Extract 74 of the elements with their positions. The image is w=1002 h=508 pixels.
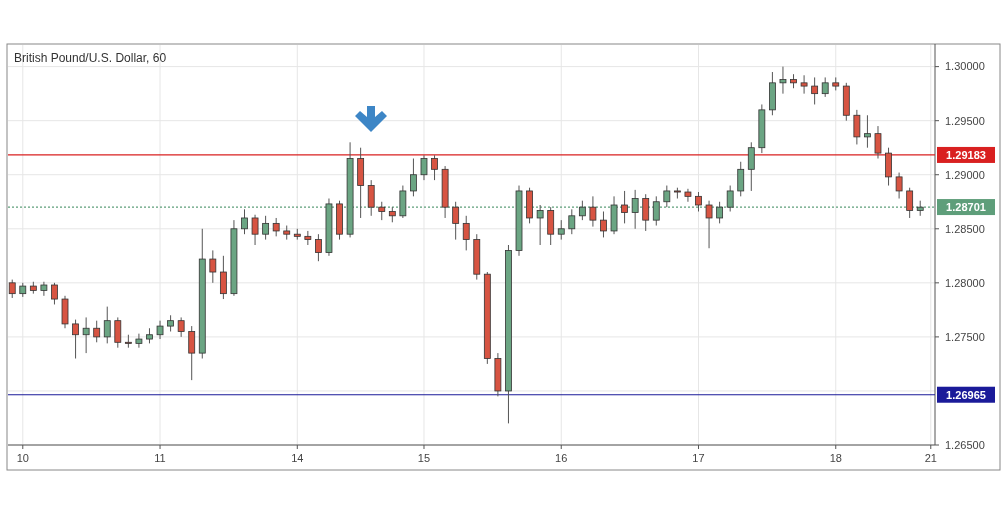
candlestick <box>156 320 164 340</box>
candlestick <box>272 217 280 237</box>
x-tick-label: 18 <box>829 452 842 464</box>
candlestick <box>811 76 819 105</box>
candlestick <box>568 208 576 235</box>
candlestick <box>705 200 713 249</box>
candlestick <box>82 316 90 354</box>
candlestick <box>135 333 143 349</box>
candlestick <box>779 66 787 95</box>
candlestick <box>8 279 16 299</box>
y-tick-label: 1.28500 <box>945 222 985 235</box>
candlestick <box>103 306 111 344</box>
candlestick <box>885 147 892 187</box>
y-tick-label: 1.27500 <box>945 330 985 343</box>
candlestick <box>177 316 185 338</box>
candlestick <box>378 201 386 221</box>
candlestick <box>72 319 79 360</box>
candlestick <box>800 74 808 95</box>
x-tick-label: 17 <box>692 452 705 464</box>
candlestick <box>209 249 217 284</box>
candlestick <box>431 154 438 181</box>
candlestick <box>726 185 734 212</box>
candlestick <box>315 233 322 262</box>
candlestick <box>452 201 460 241</box>
candlestick <box>695 191 702 212</box>
candlestick <box>462 215 470 251</box>
candlestick <box>557 219 565 241</box>
candlestick <box>188 325 196 381</box>
y-tick-label: 1.29000 <box>945 168 985 181</box>
ref-line-label: 1.29183 <box>946 148 986 161</box>
candlestick <box>589 195 597 228</box>
candlestick <box>410 158 417 197</box>
x-tick-label: 11 <box>154 452 166 464</box>
candlestick <box>895 172 903 200</box>
ref-line-label: 1.28701 <box>946 200 986 213</box>
candlestick <box>114 316 122 349</box>
candlestick <box>747 141 755 192</box>
candlestick <box>821 76 829 98</box>
candlestick <box>864 114 871 149</box>
x-tick-label: 16 <box>555 452 568 464</box>
candlestick <box>219 255 227 300</box>
candlestick <box>262 215 270 241</box>
candlestick <box>716 201 724 224</box>
candlestick <box>578 200 586 221</box>
candlestick <box>40 281 48 297</box>
y-tick-label: 1.28000 <box>945 276 985 289</box>
candlestick <box>737 161 745 197</box>
candlestick <box>241 208 248 235</box>
y-tick-label: 1.26500 <box>945 438 985 451</box>
candlestick <box>642 193 650 232</box>
x-tick-label: 10 <box>16 452 29 464</box>
candlestick <box>906 187 914 219</box>
candlestick <box>684 188 692 203</box>
x-tick-label: 14 <box>291 452 304 464</box>
text: British Pound/U.S. Dollar, 60 <box>14 51 167 65</box>
candlestick <box>547 206 555 246</box>
x-tick-label: 21 <box>924 452 937 464</box>
candlestick <box>853 109 861 145</box>
candlestick <box>600 210 607 238</box>
candlestick <box>51 282 58 305</box>
candlestick <box>367 179 375 217</box>
candlestick <box>874 125 882 160</box>
candlestick <box>652 195 660 227</box>
candlestick <box>621 190 628 224</box>
x-tick-label: 15 <box>417 452 431 464</box>
candlestick <box>420 154 428 181</box>
candlestick <box>631 189 639 230</box>
candlestick <box>536 204 544 246</box>
ref-line-label: 1.26965 <box>946 388 986 401</box>
candlestick <box>663 185 671 208</box>
candlestick <box>93 320 101 343</box>
y-tick-label: 1.30000 <box>945 60 985 73</box>
y-tick-label: 1.29500 <box>945 114 985 127</box>
candlestick <box>251 214 259 246</box>
